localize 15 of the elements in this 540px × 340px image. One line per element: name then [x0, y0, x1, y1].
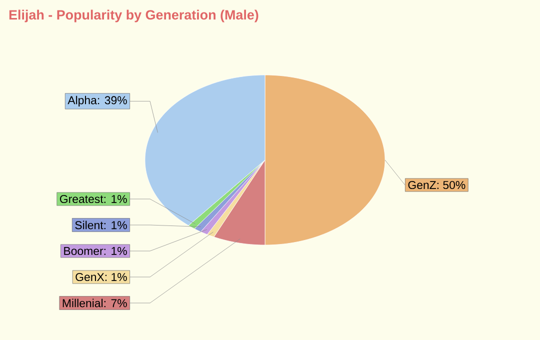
slice-label: Alpha	[68, 96, 97, 107]
data-label: : 1%	[104, 194, 127, 204]
chart-title: Elijah - Popularity by Generation (Male)	[9, 10, 258, 22]
data-label: : 1%	[104, 221, 127, 230]
slice-label: Silent	[75, 220, 104, 230]
slice-label: GenZ	[408, 180, 436, 190]
slice-label: Greatest	[60, 194, 104, 204]
slice-label: GenX	[76, 272, 104, 282]
data-label: : 50%	[437, 180, 466, 190]
data-label: : 1%	[105, 272, 127, 282]
slice-label: Millenial	[62, 298, 103, 308]
data-label: : 39%	[98, 96, 127, 104]
data-label: : 7%	[104, 299, 127, 308]
data-label: : 1%	[104, 246, 127, 255]
slice-label: Boomer	[64, 247, 104, 256]
